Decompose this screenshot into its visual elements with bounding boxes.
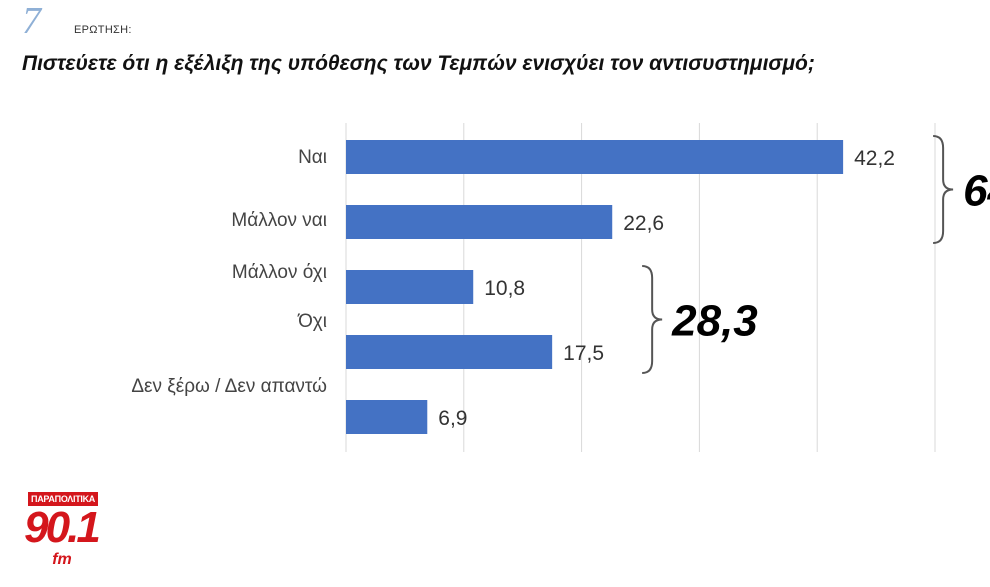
group-total: 64,8 [963,167,990,216]
category-label: Μάλλον όχι [232,262,327,283]
logo-top-text: ΠΑΡΑΠΟΛΙΤΙΚΑ [28,492,98,506]
logo-fm: fm [52,551,72,568]
group-brace [642,265,663,374]
category-label: Ναι [298,147,327,168]
data-label: 10,8 [484,277,525,300]
question-title: Πιστεύετε ότι η εξέλιξη της υπόθεσης των… [22,52,815,75]
bar [346,335,553,369]
question-number: 7 [22,0,41,42]
category-label: Μάλλον ναι [231,210,327,231]
category-label: Όχι [297,311,327,332]
data-label: 42,2 [854,147,895,170]
group-brace [933,135,954,244]
data-label: 6,9 [438,407,467,430]
group-total: 28,3 [671,297,758,346]
station-logo: ΠΑΡΑΠΟΛΙΤΙΚΑ 90.1 fm [20,492,102,578]
bar [346,140,844,174]
bar [346,205,613,239]
data-label: 22,6 [623,212,664,235]
bar [346,400,428,434]
question-label: ΕΡΩΤΗΣΗ: [74,24,132,36]
category-label: Δεν ξέρω / Δεν απαντώ [131,376,327,397]
data-label: 17,5 [563,342,604,365]
logo-number: 90.1 [24,503,101,552]
bar [346,270,474,304]
